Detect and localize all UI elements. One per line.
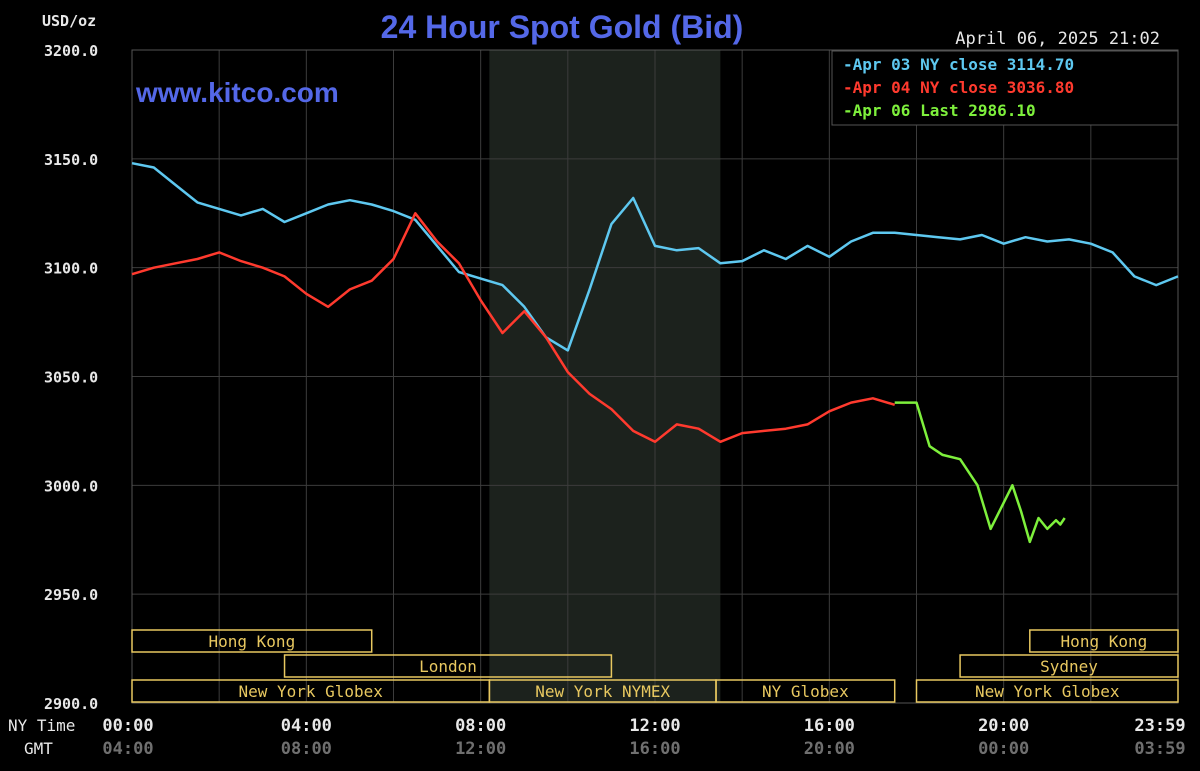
legend-box xyxy=(831,50,1179,126)
session-label: Hong Kong xyxy=(1061,632,1148,651)
session-bar xyxy=(283,654,613,678)
chart-title: 24 Hour Spot Gold (Bid) xyxy=(381,9,744,45)
session-label: New York Globex xyxy=(238,682,383,701)
session-bar xyxy=(959,654,1179,678)
legend-entry: -Apr 04 NY close 3036.80 xyxy=(843,78,1074,97)
session-bar xyxy=(715,679,896,703)
y-tick-label: 3100.0 xyxy=(44,260,98,278)
session-label: NY Globex xyxy=(762,682,849,701)
y-tick-label: 3000.0 xyxy=(44,477,98,495)
x-tick-label-gmt: 20:00 xyxy=(804,739,855,759)
legend-entry: -Apr 03 NY close 3114.70 xyxy=(843,55,1074,74)
session-label: New York Globex xyxy=(975,682,1120,701)
y-tick-label: 3200.0 xyxy=(44,42,98,60)
timestamp: April 06, 2025 21:02 xyxy=(955,29,1160,49)
x-tick-label-gmt: 16:00 xyxy=(629,739,680,759)
x-tick-label-gmt: 03:59 xyxy=(1134,739,1185,759)
y-tick-label: 2900.0 xyxy=(44,695,98,713)
x-tick-label-ny: 23:59 xyxy=(1134,716,1185,736)
plot-border xyxy=(131,49,1179,704)
y-tick-label: 3150.0 xyxy=(44,151,98,169)
session-label: Sydney xyxy=(1040,657,1098,676)
session-bar xyxy=(915,679,1179,703)
x-row-label-ny: NY Time xyxy=(8,716,75,735)
x-tick-label-ny: 00:00 xyxy=(102,716,153,736)
watermark-text: www.kitco.com xyxy=(135,77,339,108)
x-tick-label-ny: 20:00 xyxy=(978,716,1029,736)
line-series-apr04 xyxy=(131,212,896,444)
x-row-label-gmt: GMT xyxy=(24,739,53,758)
x-tick-label-gmt: 04:00 xyxy=(102,739,153,759)
y-tick-label: 2950.0 xyxy=(44,586,98,604)
session-bar xyxy=(131,629,373,653)
x-tick-label-ny: 16:00 xyxy=(804,716,855,736)
line-series-apr06 xyxy=(894,401,1066,544)
x-tick-label-ny: 04:00 xyxy=(281,716,332,736)
session-label: Hong Kong xyxy=(209,632,296,651)
session-bar xyxy=(1029,629,1179,653)
y-tick-label: 3050.0 xyxy=(44,369,98,387)
session-label: London xyxy=(419,657,477,676)
x-tick-label-ny: 08:00 xyxy=(455,716,506,736)
x-tick-label-ny: 12:00 xyxy=(629,716,680,736)
session-label: New York NYMEX xyxy=(535,682,670,701)
line-series-apr03 xyxy=(131,161,1179,352)
x-tick-label-gmt: 12:00 xyxy=(455,739,506,759)
x-tick-label-gmt: 00:00 xyxy=(978,739,1029,759)
legend-entry: -Apr 06 Last 2986.10 xyxy=(843,101,1036,120)
x-tick-label-gmt: 08:00 xyxy=(281,739,332,759)
currency-label: USD/oz xyxy=(42,12,96,30)
